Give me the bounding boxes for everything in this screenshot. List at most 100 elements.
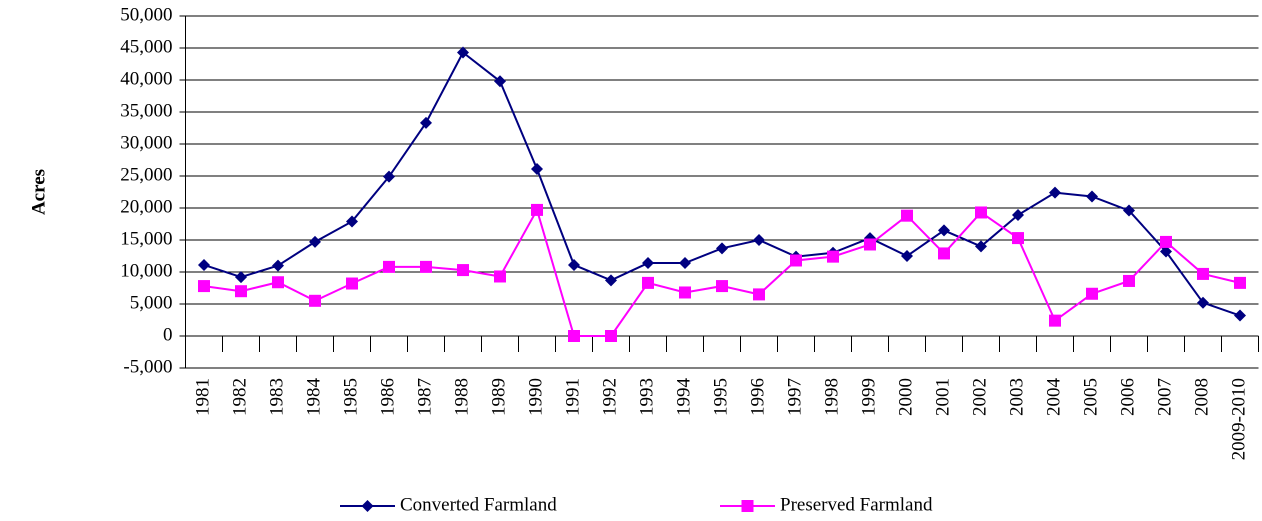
y-tick-label: -5,000 (123, 356, 172, 377)
data-point (679, 286, 691, 299)
data-point (605, 330, 617, 342)
x-tick-label: 1998 (821, 378, 842, 416)
series-line (203, 207, 1241, 337)
x-tick-label: 1991 (562, 378, 583, 416)
data-point (975, 240, 987, 253)
x-tick-label: 1988 (451, 378, 472, 416)
x-tick-label: 2005 (1080, 378, 1101, 416)
data-point (1086, 287, 1098, 300)
x-tick-label: 2000 (895, 378, 916, 416)
legend-marker (361, 500, 374, 512)
data-point (457, 46, 469, 59)
data-point (1160, 245, 1172, 258)
data-point (235, 285, 247, 298)
data-point (1234, 276, 1246, 289)
data-point (346, 277, 358, 290)
data-point (827, 250, 839, 263)
x-tick-label: 2004 (1043, 378, 1064, 417)
data-point (568, 330, 580, 342)
data-point (716, 280, 728, 293)
data-point (1123, 204, 1135, 217)
y-tick-label: 30,000 (120, 132, 172, 153)
x-tick-label: 1990 (525, 378, 546, 416)
data-point (605, 274, 617, 287)
data-point (864, 238, 876, 251)
y-tick-label: 5,000 (130, 292, 173, 313)
data-point (198, 258, 210, 271)
data-point (901, 250, 913, 262)
data-point (198, 280, 210, 293)
x-tick-label: 1986 (377, 378, 398, 416)
y-tick-label: 10,000 (120, 260, 172, 281)
x-tick-label: 1984 (303, 378, 324, 417)
data-point (1012, 232, 1024, 245)
y-tick-label: 25,000 (120, 164, 172, 185)
x-tick-label: 2002 (969, 378, 990, 416)
x-tick-label: 1992 (599, 378, 620, 416)
data-point (1160, 235, 1172, 248)
data-point (790, 254, 802, 267)
data-point (1049, 314, 1061, 327)
x-tick-label: 2008 (1191, 378, 1212, 416)
data-point (642, 276, 654, 289)
x-tick-label: 2003 (1006, 378, 1027, 416)
x-tick-label: 1993 (636, 378, 657, 416)
x-tick-label: 1995 (710, 378, 731, 416)
x-tick-label: 2007 (1154, 378, 1175, 416)
data-point (272, 276, 284, 289)
data-point (309, 294, 321, 307)
data-point (494, 270, 506, 283)
data-point (716, 242, 728, 255)
x-tick-label: 2006 (1117, 378, 1138, 416)
legend-label: Converted Farmland (400, 494, 557, 515)
data-point (938, 224, 950, 237)
data-point (642, 257, 654, 270)
data-point (309, 235, 321, 248)
x-tick-label: 1999 (858, 378, 879, 416)
data-point (975, 206, 987, 219)
y-tick-label: 20,000 (120, 196, 172, 217)
y-tick-label: 35,000 (120, 100, 172, 121)
data-point (1197, 267, 1209, 280)
data-point (383, 260, 395, 273)
series-line (203, 50, 1241, 317)
x-tick-label: 1983 (266, 378, 287, 416)
x-tick-label: 1989 (488, 378, 509, 416)
data-point (457, 264, 469, 277)
data-point (1049, 186, 1061, 199)
data-point (235, 271, 247, 284)
x-tick-label: 1997 (784, 378, 805, 416)
x-tick-label: 1982 (229, 378, 250, 416)
data-point (753, 234, 765, 246)
data-point (420, 260, 432, 273)
data-point (531, 162, 543, 175)
x-tick-label: 1996 (747, 378, 768, 416)
data-point (494, 75, 506, 88)
data-point (383, 170, 395, 183)
x-tick-label: 2009-2010 (1228, 378, 1249, 460)
data-point (1234, 309, 1246, 322)
data-point (531, 203, 543, 216)
y-tick-label: 40,000 (120, 68, 172, 89)
x-tick-label: 1985 (340, 378, 361, 416)
x-tick-label: 1981 (192, 378, 213, 416)
data-point (753, 288, 765, 301)
data-point (420, 116, 432, 129)
y-axis-label: Acres (28, 169, 49, 215)
x-tick-label: 1987 (414, 378, 435, 416)
data-point (938, 247, 950, 260)
data-point (272, 259, 284, 272)
x-tick-label: 2001 (932, 378, 953, 416)
data-point (1197, 296, 1209, 309)
legend-label: Preserved Farmland (780, 494, 933, 515)
legend-marker (741, 500, 754, 512)
data-point (1012, 209, 1024, 222)
data-point (679, 257, 691, 270)
data-point (901, 209, 913, 222)
data-point (1123, 274, 1135, 287)
data-point (1086, 190, 1098, 203)
data-point (346, 215, 358, 228)
y-tick-label: 45,000 (120, 36, 172, 57)
y-tick-label: 0 (163, 324, 173, 345)
